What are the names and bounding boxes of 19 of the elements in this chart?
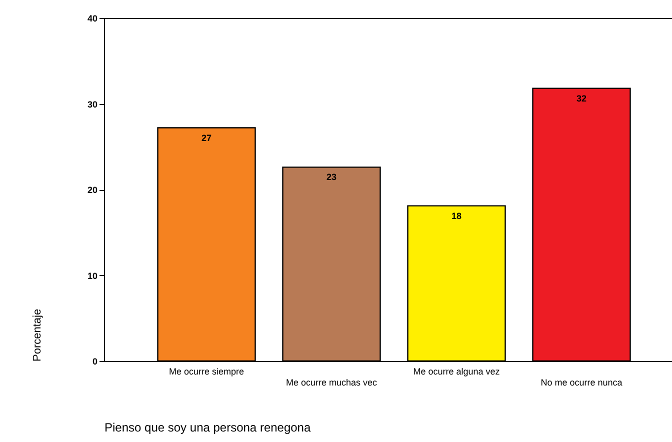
bar [407,205,506,362]
x-tick-label: Me ocurre siempre [168,366,244,376]
y-tick-label: 0 [92,356,98,366]
data-label: 18 [451,210,462,221]
data-label: 27 [201,132,212,143]
bar [532,88,631,362]
x-tick-label: Me ocurre muchas vec [286,378,378,388]
x-axis-title: Pienso que soy una persona renegona [104,420,311,434]
x-tick-label: Me ocurre alguna vez [413,366,500,376]
data-label: 32 [576,93,587,104]
y-tick-label: 30 [87,99,98,110]
y-tick-label: 20 [87,185,98,195]
y-tick-label: 40 [87,14,98,24]
y-tick-label: 10 [87,270,98,281]
bar [282,166,381,362]
x-tick-label: No me ocurre nunca [540,378,622,388]
data-label: 23 [326,172,337,182]
y-axis-title: Porcentaje [31,308,44,362]
bar [157,127,256,362]
